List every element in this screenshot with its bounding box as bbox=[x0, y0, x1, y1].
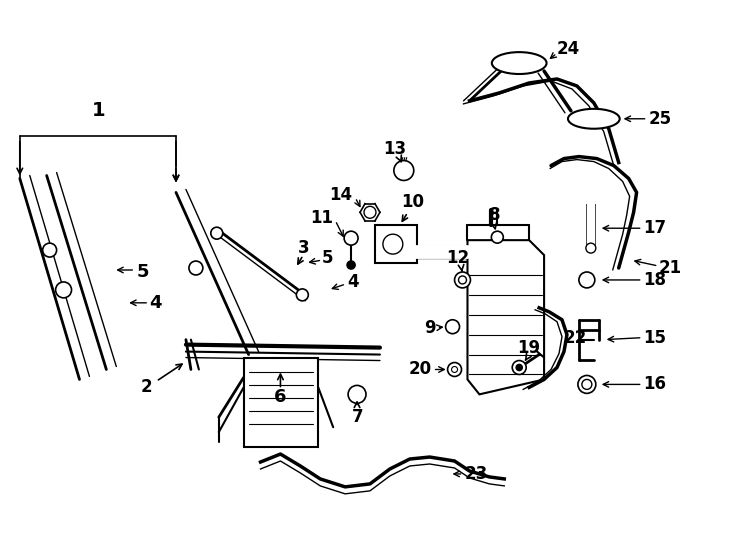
Ellipse shape bbox=[492, 52, 547, 74]
Circle shape bbox=[579, 272, 595, 288]
Text: 5: 5 bbox=[137, 263, 149, 281]
Circle shape bbox=[383, 234, 403, 254]
Text: 17: 17 bbox=[644, 219, 666, 237]
Text: 20: 20 bbox=[409, 361, 432, 379]
Text: 23: 23 bbox=[465, 465, 488, 483]
Circle shape bbox=[347, 261, 355, 269]
Text: 5: 5 bbox=[322, 249, 334, 267]
Circle shape bbox=[578, 375, 596, 393]
Text: 1: 1 bbox=[92, 102, 105, 120]
Circle shape bbox=[344, 231, 358, 245]
Text: 10: 10 bbox=[401, 193, 424, 211]
Text: 7: 7 bbox=[352, 408, 364, 426]
Circle shape bbox=[189, 261, 203, 275]
Text: 18: 18 bbox=[644, 271, 666, 289]
Text: 3: 3 bbox=[297, 239, 309, 257]
Circle shape bbox=[491, 231, 504, 243]
Text: 4: 4 bbox=[347, 273, 359, 291]
Circle shape bbox=[43, 243, 57, 257]
FancyBboxPatch shape bbox=[244, 357, 319, 447]
Text: 8: 8 bbox=[489, 206, 500, 224]
Text: 13: 13 bbox=[383, 140, 407, 158]
Circle shape bbox=[516, 364, 522, 370]
Text: 12: 12 bbox=[446, 249, 469, 267]
Circle shape bbox=[297, 289, 308, 301]
Circle shape bbox=[348, 386, 366, 403]
Circle shape bbox=[459, 276, 467, 284]
Text: 22: 22 bbox=[564, 329, 587, 347]
Text: 6: 6 bbox=[275, 388, 287, 406]
Polygon shape bbox=[468, 240, 544, 394]
Text: 2: 2 bbox=[140, 379, 152, 396]
Text: 21: 21 bbox=[658, 259, 682, 277]
Circle shape bbox=[448, 362, 462, 376]
Circle shape bbox=[454, 272, 470, 288]
Circle shape bbox=[446, 320, 459, 334]
Text: 11: 11 bbox=[310, 210, 333, 227]
Circle shape bbox=[451, 367, 457, 373]
Text: 4: 4 bbox=[149, 294, 161, 312]
Circle shape bbox=[364, 206, 376, 218]
Text: 16: 16 bbox=[644, 375, 666, 394]
Text: 25: 25 bbox=[649, 110, 672, 128]
Circle shape bbox=[512, 361, 526, 374]
Text: 9: 9 bbox=[424, 319, 436, 337]
Circle shape bbox=[211, 227, 222, 239]
Circle shape bbox=[582, 380, 592, 389]
FancyBboxPatch shape bbox=[375, 225, 417, 263]
Circle shape bbox=[394, 160, 414, 180]
Text: 14: 14 bbox=[329, 186, 352, 204]
Text: 24: 24 bbox=[557, 40, 581, 58]
Text: 15: 15 bbox=[644, 329, 666, 347]
Circle shape bbox=[56, 282, 71, 298]
Text: 19: 19 bbox=[517, 339, 541, 356]
Circle shape bbox=[586, 243, 596, 253]
Ellipse shape bbox=[568, 109, 619, 129]
